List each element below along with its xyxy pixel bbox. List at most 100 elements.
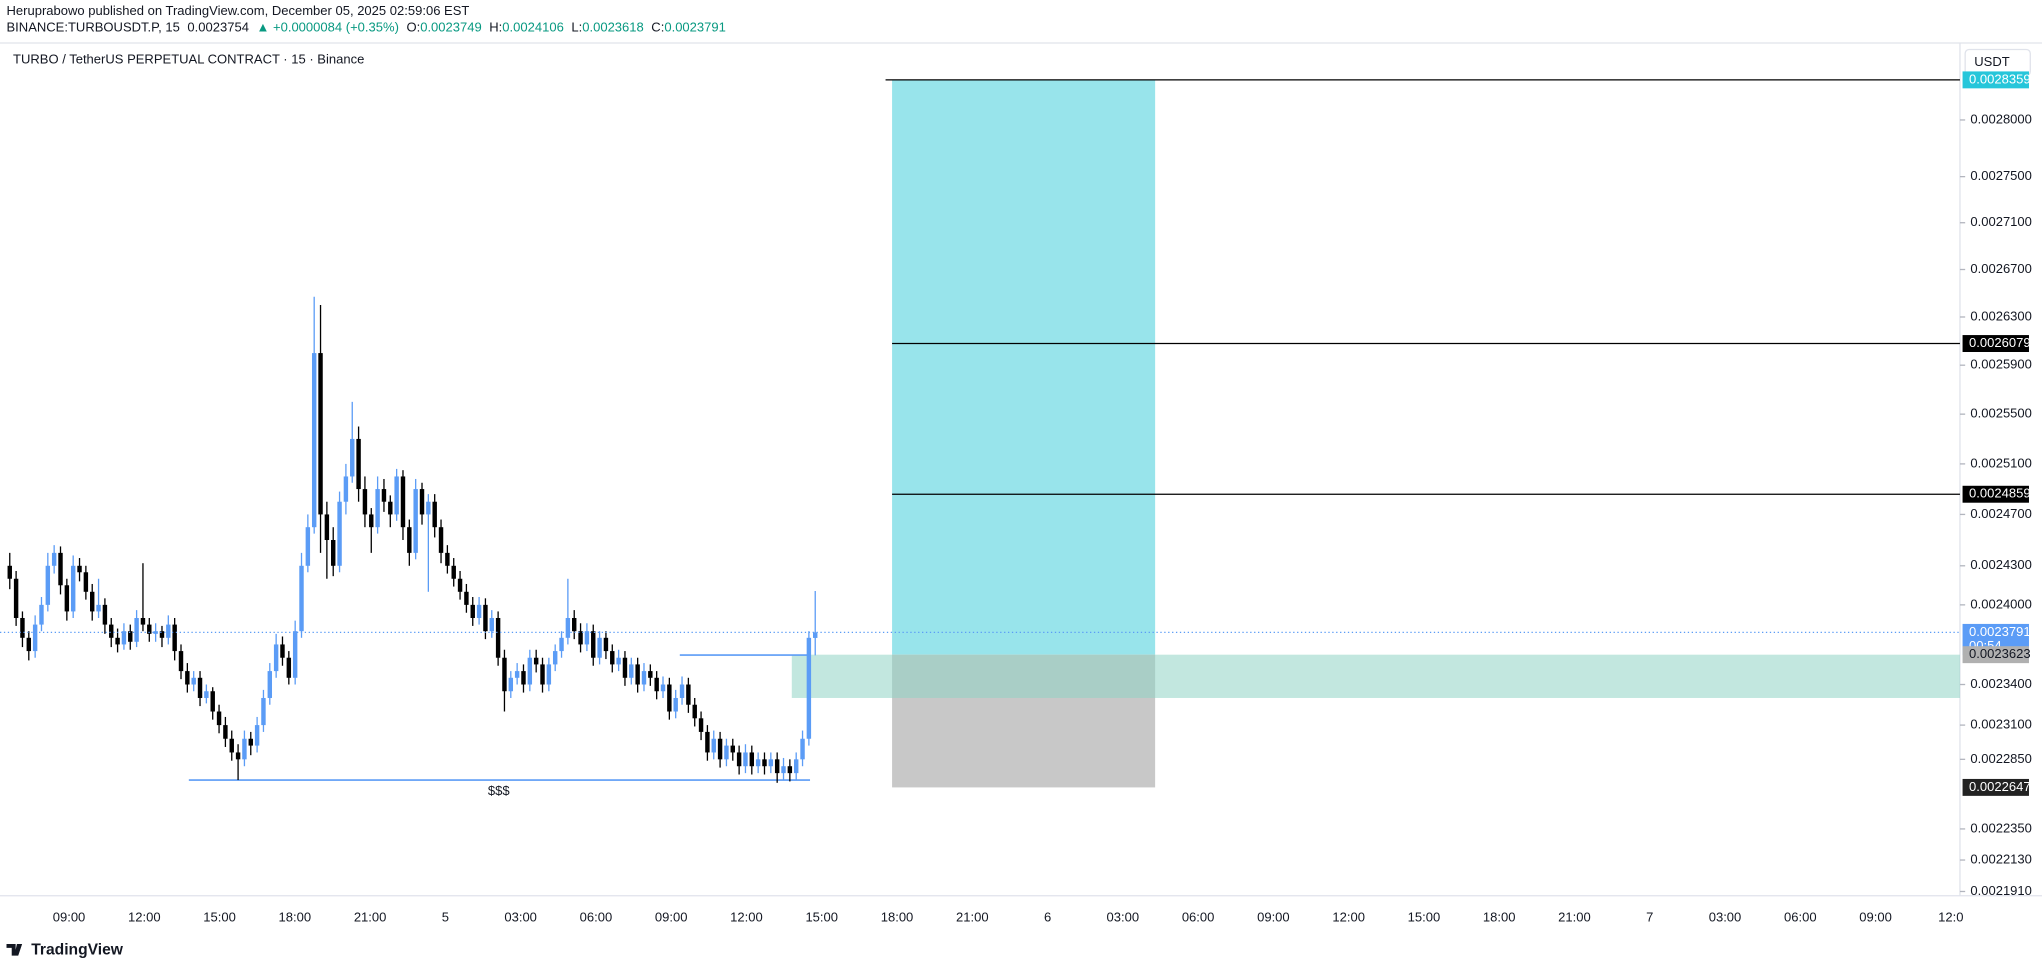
candle-body	[711, 738, 716, 753]
candle-body	[755, 759, 761, 767]
candle-body	[318, 353, 323, 515]
candle-body	[13, 578, 19, 619]
h-label: H:	[489, 20, 502, 35]
candle-body	[736, 752, 742, 767]
candle-body	[39, 604, 44, 625]
ohlc-line: BINANCE:TURBOUSDT.P, 15 0.0023754 ▲ +0.0…	[7, 20, 726, 35]
candle-body	[489, 618, 494, 632]
y-tick-label: 0.0023400	[1970, 676, 2032, 691]
candle-body	[147, 624, 152, 634]
x-tick-label: 21:00	[956, 909, 989, 924]
c: 0.0023791	[664, 20, 726, 35]
x-tick-label: 15:00	[805, 909, 838, 924]
candle-body	[781, 766, 786, 774]
candle-body	[419, 489, 425, 515]
candle-body	[140, 618, 146, 625]
currency: USDT	[1974, 54, 2009, 69]
candle-body	[483, 604, 488, 632]
candle-body	[438, 527, 444, 553]
o: 0.0023749	[420, 20, 482, 35]
stop-badge	[1962, 778, 2029, 796]
chart-title: TURBO / TetherUS PERPETUAL CONTRACT · 15…	[13, 51, 364, 66]
candle-body	[730, 745, 735, 753]
candle-body	[292, 631, 298, 678]
candle-body	[337, 501, 342, 566]
x-tick-label: 06:00	[580, 909, 613, 924]
candle-body	[356, 438, 361, 490]
candle-body	[375, 489, 380, 528]
profit-zone	[892, 79, 1156, 655]
candle-body	[58, 552, 63, 586]
candle-body	[787, 766, 793, 774]
candle-body	[305, 527, 311, 566]
candle-body	[178, 651, 184, 672]
x-tick-label: 12:00	[128, 909, 161, 924]
x-tick-label: 09:00	[655, 909, 688, 924]
candle-body	[591, 631, 596, 658]
candle-body	[362, 489, 368, 515]
candle-body	[774, 759, 780, 774]
candle-body	[51, 552, 57, 566]
candle-body	[724, 745, 729, 760]
candle-body	[603, 637, 609, 652]
candle-body	[521, 671, 526, 685]
candle-body	[616, 657, 621, 665]
l-label: L:	[571, 20, 582, 35]
candle-body	[743, 752, 748, 767]
x-tick-label: 03:00	[1107, 909, 1140, 924]
candle-body	[686, 684, 691, 705]
y-tick-label: 0.0028000	[1970, 111, 2032, 126]
candle-body	[216, 711, 222, 726]
candle-body	[204, 691, 209, 698]
x-tick-label: 12:0	[1938, 909, 1963, 924]
candle-body	[115, 637, 120, 645]
candle-body	[185, 671, 190, 685]
change: ▲ +0.0000084 (+0.35%)	[256, 20, 398, 35]
last: 0.0023754	[187, 20, 249, 35]
candle-body	[698, 718, 704, 732]
x-tick-label: 12:00	[730, 909, 763, 924]
candle-body	[159, 631, 165, 638]
x-tick-label: 21:00	[1558, 909, 1591, 924]
candle-body	[692, 704, 697, 719]
x-tick-label: 18:00	[881, 909, 914, 924]
y-tick-label: 0.0027500	[1970, 168, 2032, 183]
candle-body	[451, 565, 456, 579]
candle-body	[299, 565, 304, 632]
h: 0.0024106	[502, 20, 564, 35]
candle-body	[248, 738, 253, 746]
candle-body	[540, 664, 545, 685]
last-price-label: 0.0023791	[1969, 624, 2031, 639]
x-tick-label: 18:00	[279, 909, 312, 924]
x-tick-label: 03:00	[504, 909, 537, 924]
candle-body	[629, 664, 634, 678]
x-tick-label: 5	[442, 909, 449, 924]
candle-body	[514, 671, 520, 678]
y-tick-label: 0.0024700	[1970, 506, 2032, 521]
candle-body	[533, 657, 539, 665]
zone	[791, 654, 1960, 698]
x-tick-label: 21:00	[354, 909, 387, 924]
candle-body	[261, 697, 266, 726]
candle-body	[400, 476, 406, 528]
candle-body	[667, 684, 672, 712]
candle-body	[229, 738, 234, 753]
x-tick-label: 7	[1646, 909, 1653, 924]
candle-body	[286, 657, 292, 678]
candle-body	[413, 489, 418, 553]
candle-body	[768, 759, 774, 767]
candle-body	[793, 759, 799, 774]
symbol: BINANCE:TURBOUSDT.P, 15	[7, 20, 180, 35]
entry-label: 0.0023623	[1969, 646, 2031, 661]
candle-body	[527, 657, 533, 685]
x-tick-label: 09:00	[1257, 909, 1290, 924]
x-tick-label: 09:00	[1859, 909, 1892, 924]
candle-body	[267, 671, 273, 698]
candle-body	[641, 671, 647, 685]
candle-body	[749, 752, 755, 767]
y-tick-label: 0.0022850	[1970, 751, 2032, 766]
candle-body	[121, 631, 127, 645]
target-label: 0.0028359	[1969, 71, 2031, 86]
